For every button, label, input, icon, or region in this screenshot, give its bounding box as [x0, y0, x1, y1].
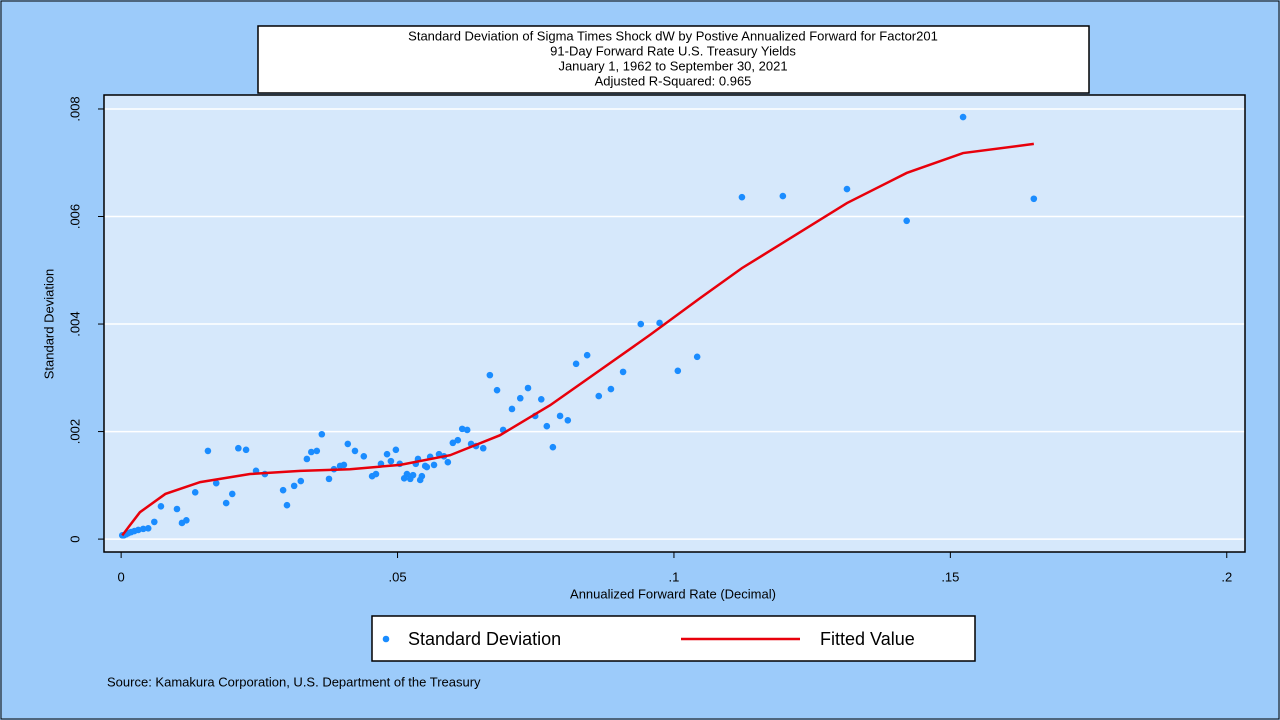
plot-frame [103, 94, 1246, 553]
scatter-point [479, 444, 487, 452]
scatter-point [524, 384, 532, 392]
scatter-point [454, 436, 462, 444]
scatter-point [351, 447, 359, 455]
legend-box [371, 615, 976, 662]
scatter-point [738, 193, 746, 201]
scatter-point [242, 446, 250, 454]
legend: Standard Deviation Fitted Value [382, 629, 915, 649]
scatter-point [144, 525, 152, 532]
legend-label: Fitted Value [820, 629, 915, 649]
scatter-point [290, 482, 298, 490]
y-tick-label: 0 [67, 535, 82, 542]
scatter-point [204, 447, 212, 455]
scatter-point [313, 447, 321, 455]
scatter-point [403, 470, 411, 478]
scatter-point [279, 486, 287, 494]
scatter-point [516, 394, 524, 402]
legend-label: Standard Deviation [408, 629, 561, 649]
scatter-point [392, 446, 400, 454]
scatter-point [183, 516, 190, 524]
fitted-line [121, 142, 1034, 537]
scatter-point [387, 457, 395, 465]
scatter-point [372, 470, 380, 478]
scatter-point [537, 396, 545, 403]
x-tick-label: .15 [941, 569, 959, 584]
scatter-point [151, 518, 158, 526]
y-tick-label: .002 [67, 419, 82, 444]
scatter-point [674, 367, 682, 375]
scatter-point [383, 450, 391, 458]
scatter-point [134, 526, 142, 534]
scatter-point [486, 371, 494, 379]
scatter-point [409, 471, 417, 479]
scatter-point [959, 113, 967, 121]
chart-title: Standard Deviation of Sigma Times Shock … [408, 28, 938, 43]
y-axis-title: Standard Deviation [41, 269, 56, 380]
scatter-point [1030, 195, 1038, 203]
scatter-point [444, 458, 452, 466]
scatter-point [572, 360, 580, 368]
scatter-point [418, 472, 426, 480]
scatter-point [297, 477, 305, 485]
scatter-point [595, 392, 603, 400]
scatter-point [228, 490, 236, 498]
x-tick-label: .1 [669, 569, 680, 584]
scatter-point [318, 430, 326, 438]
y-tick-label: .004 [67, 311, 82, 336]
x-tick-label: .2 [1221, 569, 1232, 584]
scatter-point [779, 192, 787, 200]
chart-subtitle: January 1, 1962 to September 30, 2021 [558, 58, 787, 73]
scatter-point [693, 353, 701, 361]
scatter-point [543, 422, 551, 430]
scatter-point [344, 440, 352, 448]
scatter-point [360, 452, 368, 460]
scatter-point [637, 320, 645, 328]
scatter-point [212, 479, 220, 487]
y-tick-label: .008 [67, 96, 82, 121]
title-box [257, 25, 1090, 94]
x-tick-label: .05 [389, 569, 407, 584]
scatter-point [325, 475, 333, 483]
scatter-point [235, 444, 242, 452]
scatter-point [340, 461, 348, 469]
scatter-point [843, 185, 851, 193]
marks [118, 113, 1038, 539]
x-axis-title: Annualized Forward Rate (Decimal) [570, 586, 776, 601]
scatter-point [493, 386, 501, 394]
scatter-point [157, 503, 165, 510]
scatter-point [423, 463, 431, 471]
scatter-point [449, 439, 457, 447]
scatter-point [549, 443, 557, 451]
scatter-point [607, 385, 615, 393]
scatter-point [583, 351, 591, 359]
scatter-point [458, 425, 466, 433]
scatter-point [508, 405, 516, 413]
scatter-point [303, 455, 311, 463]
scatter-point [308, 448, 315, 456]
chart-subtitle: 91-Day Forward Rate U.S. Treasury Yields [550, 43, 796, 58]
chart-subtitle: Adjusted R-Squared: 0.965 [595, 73, 752, 88]
source-note: Source: Kamakura Corporation, U.S. Depar… [107, 674, 481, 689]
x-tick-label: 0 [118, 569, 125, 584]
y-tick-label: .006 [67, 204, 82, 229]
scatter-point [173, 505, 181, 513]
scatter-point [430, 461, 438, 469]
scatter-point [564, 416, 572, 424]
scatter-point [222, 499, 230, 507]
scatter-point [903, 217, 910, 225]
scatter-point [191, 489, 199, 496]
scatter-point [619, 368, 627, 376]
scatter-point [283, 501, 291, 509]
scatter-point [556, 412, 564, 420]
grid [104, 108, 1245, 540]
scatter-point [139, 525, 147, 533]
scatter-point [656, 319, 663, 327]
scatter-point [463, 426, 471, 434]
legend-swatch [382, 635, 390, 643]
